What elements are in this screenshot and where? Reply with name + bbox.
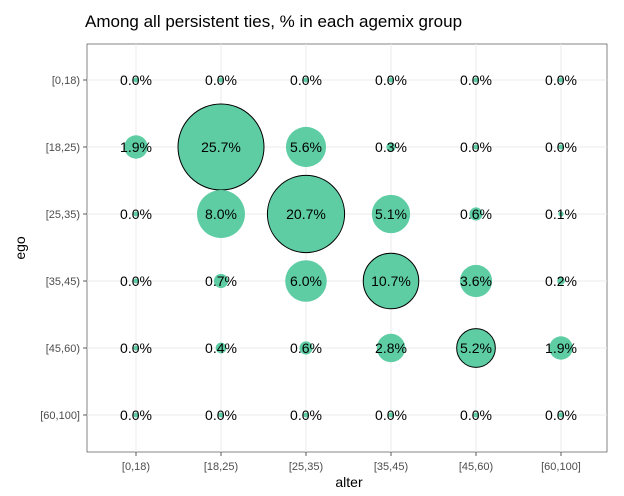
x-tick-label: [45,60) bbox=[459, 461, 493, 473]
bubble bbox=[218, 77, 224, 83]
bubble bbox=[213, 273, 229, 289]
y-tick-label: [45,60) bbox=[46, 343, 80, 355]
bubble bbox=[215, 342, 227, 354]
value-label: 0.6% bbox=[460, 206, 492, 222]
value-label: 5.6% bbox=[290, 139, 322, 155]
y-tick-label: [25,35) bbox=[46, 209, 80, 221]
y-axis-ticks: [0,18) [18,25) [25,35) [35,45) [45,60) [60,10… bbox=[40, 75, 87, 422]
value-label: 10.7% bbox=[371, 273, 411, 289]
value-label: 0.0% bbox=[375, 407, 407, 423]
bubble bbox=[133, 345, 139, 351]
value-label: 0.0% bbox=[120, 206, 152, 222]
bubble bbox=[469, 207, 483, 221]
chart-title: Among all persistent ties, % in each age… bbox=[85, 12, 462, 31]
value-label: 0.0% bbox=[460, 72, 492, 88]
bubble bbox=[133, 278, 139, 284]
bubble bbox=[197, 190, 245, 238]
y-tick-label: [0,18) bbox=[52, 75, 80, 87]
x-axis-title: alter bbox=[335, 474, 363, 490]
value-label: 0.6% bbox=[290, 340, 322, 356]
value-label: 0.0% bbox=[290, 72, 322, 88]
y-tick-label: [60,100] bbox=[40, 410, 80, 422]
bubble bbox=[558, 211, 564, 217]
bubble bbox=[285, 126, 327, 168]
grid-lines bbox=[87, 44, 607, 452]
value-label: 0.1% bbox=[545, 206, 577, 222]
y-tick-label: [18,25) bbox=[46, 142, 80, 154]
bubble bbox=[388, 412, 394, 418]
value-label: 5.2% bbox=[460, 340, 492, 356]
x-tick-label: [25,35) bbox=[289, 461, 323, 473]
value-label: 0.2% bbox=[545, 273, 577, 289]
bubble bbox=[459, 264, 493, 298]
value-label: 6.0% bbox=[290, 273, 322, 289]
y-axis-title: ego bbox=[12, 236, 28, 260]
value-label: 1.9% bbox=[545, 340, 577, 356]
bubble bbox=[299, 341, 313, 355]
value-label: 0.0% bbox=[120, 340, 152, 356]
bubbles-layer bbox=[124, 77, 573, 418]
bubble bbox=[133, 77, 139, 83]
value-label: 8.0% bbox=[205, 206, 237, 222]
value-label: 0.0% bbox=[205, 407, 237, 423]
bubble bbox=[456, 328, 496, 368]
y-tick-label: [35,45) bbox=[46, 276, 80, 288]
x-tick-label: [35,45) bbox=[374, 461, 408, 473]
value-label: 0.0% bbox=[120, 273, 152, 289]
bubble bbox=[371, 194, 411, 234]
value-label: 0.0% bbox=[375, 72, 407, 88]
bubble bbox=[558, 412, 564, 418]
bubble bbox=[266, 174, 346, 254]
plot-panel bbox=[86, 43, 608, 453]
bubble bbox=[558, 144, 564, 150]
value-label: 25.7% bbox=[201, 139, 241, 155]
bubble bbox=[549, 336, 573, 360]
value-label: 0.4% bbox=[205, 340, 237, 356]
x-tick-label: [60,100] bbox=[541, 461, 581, 473]
value-label: 0.0% bbox=[205, 72, 237, 88]
bubble bbox=[362, 252, 420, 310]
value-label: 0.0% bbox=[460, 407, 492, 423]
value-label: 0.0% bbox=[120, 407, 152, 423]
bubble bbox=[558, 77, 564, 83]
value-labels-layer: 0.0% 0.0% 0.0% 0.0% 0.0% 0.0% 1.9% 25.7% 5.6% 0.3… bbox=[120, 72, 577, 423]
bubble bbox=[473, 77, 479, 83]
value-label: 0.7% bbox=[205, 273, 237, 289]
value-label: 0.0% bbox=[545, 139, 577, 155]
value-label: 20.7% bbox=[286, 206, 326, 222]
bubble bbox=[218, 412, 224, 418]
bubble bbox=[473, 144, 479, 150]
bubble bbox=[303, 412, 309, 418]
bubble bbox=[177, 103, 265, 191]
value-label: 0.0% bbox=[545, 72, 577, 88]
bubble bbox=[303, 77, 309, 83]
x-axis-ticks: [0,18) [18,25) [25,35) [35,45) [45,60) [60,10… bbox=[122, 452, 581, 473]
bubble bbox=[388, 77, 394, 83]
value-label: 0.0% bbox=[545, 407, 577, 423]
x-tick-label: [18,25) bbox=[204, 461, 238, 473]
value-label: 0.0% bbox=[290, 407, 322, 423]
value-label: 0.0% bbox=[460, 139, 492, 155]
x-tick-label: [0,18) bbox=[122, 461, 150, 473]
bubble bbox=[473, 412, 479, 418]
value-label: 0.0% bbox=[120, 72, 152, 88]
value-label: 5.1% bbox=[375, 206, 407, 222]
bubble bbox=[285, 260, 327, 302]
bubble bbox=[124, 135, 148, 159]
value-label: 3.6% bbox=[460, 273, 492, 289]
value-label: 0.3% bbox=[375, 139, 407, 155]
bubble bbox=[133, 412, 139, 418]
value-label: 1.9% bbox=[120, 139, 152, 155]
bubble bbox=[376, 333, 406, 363]
bubble bbox=[557, 277, 565, 285]
bubble bbox=[386, 142, 396, 152]
value-label: 2.8% bbox=[375, 340, 407, 356]
bubble bbox=[133, 211, 139, 217]
